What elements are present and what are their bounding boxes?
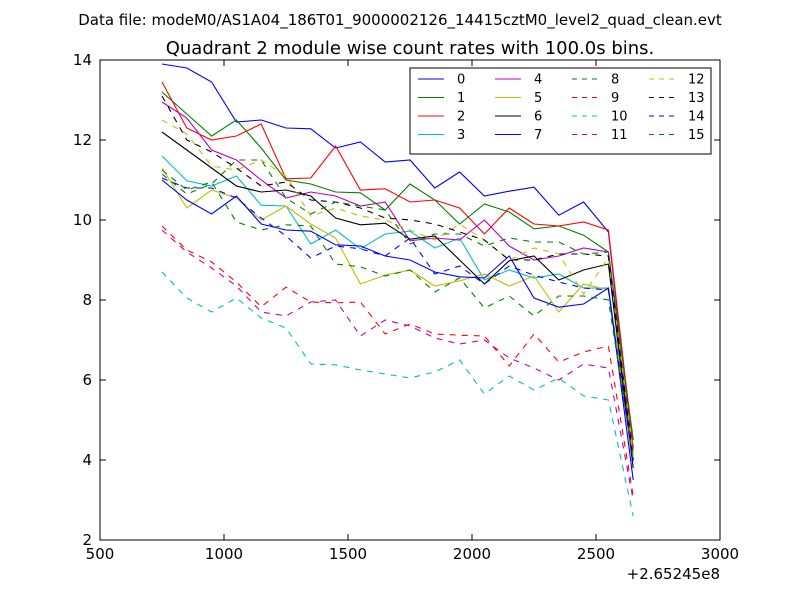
y-tick-label: 10 xyxy=(73,211,92,229)
y-tick-label: 2 xyxy=(82,531,92,549)
x-axis-offset-label: +2.65245e8 xyxy=(627,565,720,583)
y-tick-label: 4 xyxy=(82,451,92,469)
x-tick-label: 3000 xyxy=(701,545,739,563)
x-tick-label: 1000 xyxy=(205,545,243,563)
series-line-1 xyxy=(161,91,634,441)
series-line-0 xyxy=(161,63,634,453)
legend-label-15: 15 xyxy=(688,128,705,143)
legend-label-13: 13 xyxy=(688,91,705,106)
series-line-10 xyxy=(161,271,634,517)
legend-label-5: 5 xyxy=(534,91,542,106)
legend-label-11: 11 xyxy=(611,128,628,143)
series-layer xyxy=(161,63,634,517)
x-tick-label: 2500 xyxy=(577,545,615,563)
data-file-caption: Data file: modeM0/AS1A04_186T01_90000021… xyxy=(78,11,722,30)
x-tick-label: 1500 xyxy=(329,545,367,563)
legend-label-1: 1 xyxy=(457,91,465,106)
series-line-13 xyxy=(161,95,634,461)
series-line-6 xyxy=(161,131,634,469)
legend-box xyxy=(409,67,712,155)
x-tick-label: 2000 xyxy=(453,545,491,563)
y-tick-label: 6 xyxy=(82,371,92,389)
legend-label-14: 14 xyxy=(688,110,705,125)
x-tick-label: 500 xyxy=(86,545,115,563)
legend-label-8: 8 xyxy=(611,73,619,88)
series-line-8 xyxy=(161,169,634,461)
legend-label-12: 12 xyxy=(688,73,705,88)
series-line-7 xyxy=(161,179,634,481)
series-line-15 xyxy=(161,159,634,441)
y-tick-label: 12 xyxy=(73,131,92,149)
y-tick-label: 8 xyxy=(82,291,92,309)
legend-label-2: 2 xyxy=(457,110,465,125)
y-tick-label: 14 xyxy=(73,51,92,69)
series-line-11 xyxy=(161,229,634,501)
legend-label-4: 4 xyxy=(534,73,542,88)
series-line-12 xyxy=(161,119,634,453)
legend-label-10: 10 xyxy=(611,110,628,125)
series-line-2 xyxy=(161,81,634,449)
series-line-4 xyxy=(161,101,634,461)
chart-title: Quadrant 2 module wise count rates with … xyxy=(166,38,655,59)
legend-label-0: 0 xyxy=(457,73,465,88)
legend-label-9: 9 xyxy=(611,91,619,106)
series-line-3 xyxy=(161,155,634,457)
legend-label-3: 3 xyxy=(457,128,465,143)
series-line-14 xyxy=(161,177,634,465)
series-line-9 xyxy=(161,225,634,497)
legend-label-6: 6 xyxy=(534,110,542,125)
legend-label-7: 7 xyxy=(534,128,542,143)
